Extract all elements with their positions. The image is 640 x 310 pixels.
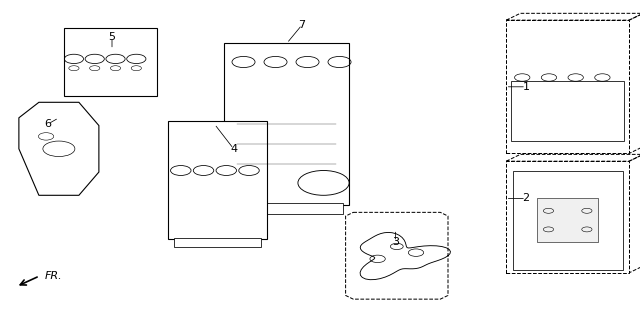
FancyBboxPatch shape [174,238,261,247]
Text: 2: 2 [522,193,530,203]
FancyBboxPatch shape [225,43,349,205]
Text: FR.: FR. [45,271,63,281]
FancyBboxPatch shape [168,121,268,239]
Text: 4: 4 [230,144,237,154]
Polygon shape [19,102,99,195]
Text: 3: 3 [392,237,399,247]
Text: 7: 7 [298,20,306,30]
FancyBboxPatch shape [513,170,623,270]
FancyBboxPatch shape [538,198,598,242]
FancyBboxPatch shape [506,20,629,153]
FancyBboxPatch shape [64,28,157,96]
FancyBboxPatch shape [506,161,629,273]
Text: 5: 5 [109,32,115,42]
FancyBboxPatch shape [231,203,343,214]
Text: 6: 6 [45,119,51,129]
Text: 1: 1 [523,82,529,92]
FancyBboxPatch shape [511,81,624,141]
